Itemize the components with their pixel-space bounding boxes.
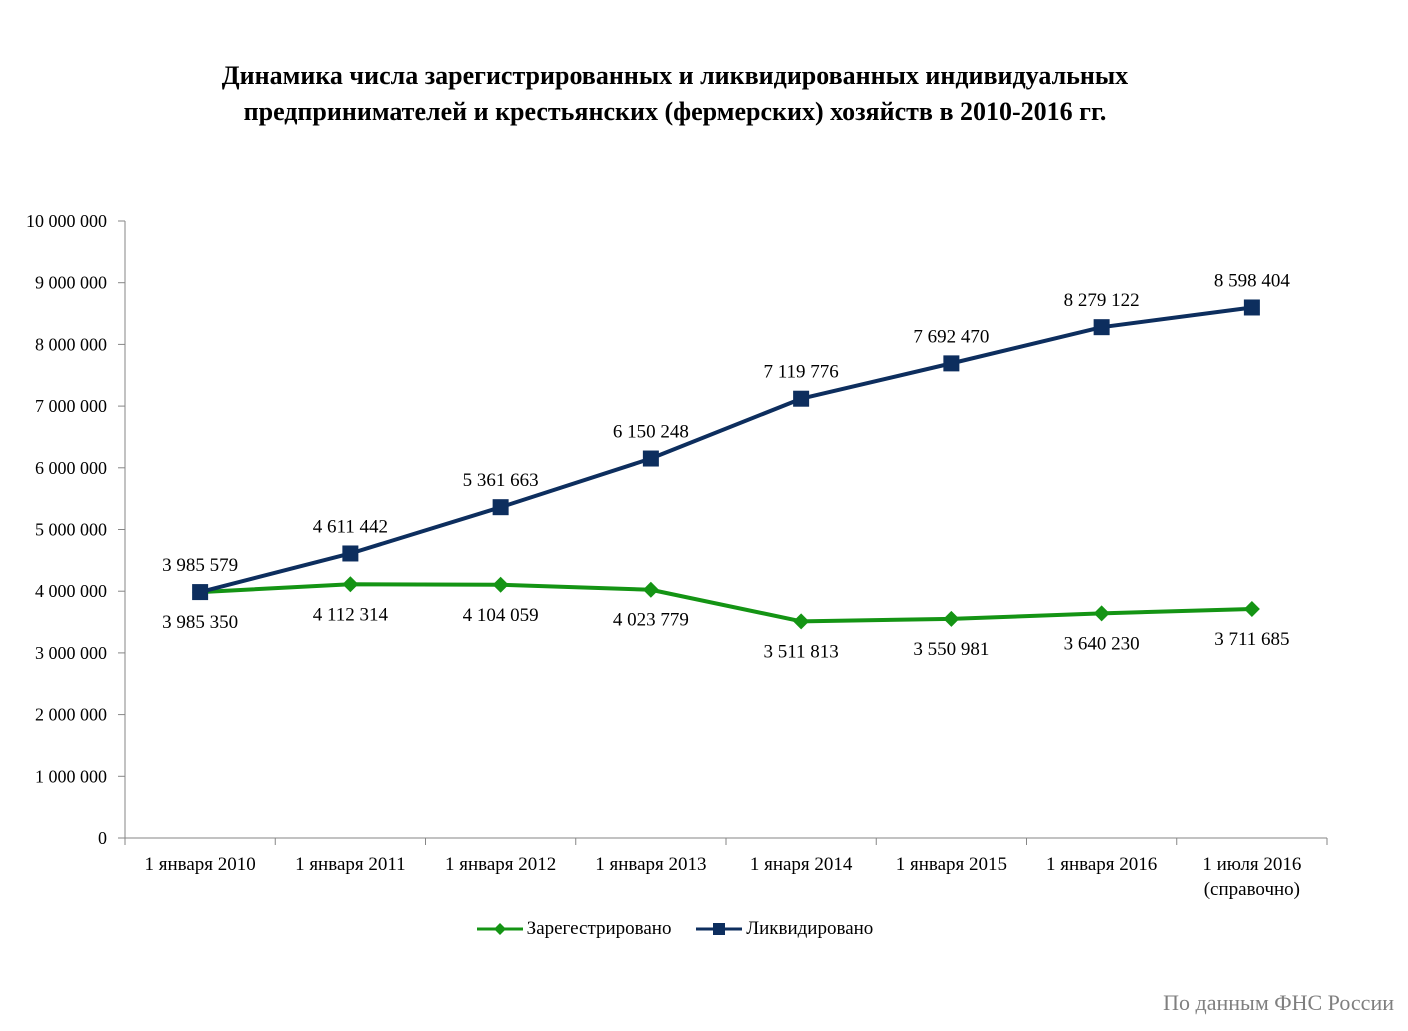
data-point-marker: [492, 499, 509, 516]
data-label: 4 104 059: [463, 605, 539, 626]
data-point-marker: [1093, 605, 1110, 622]
data-point-marker: [642, 581, 659, 598]
y-tick-label: 4 000 000: [35, 581, 107, 601]
data-label: 5 361 663: [463, 470, 539, 491]
x-tick-label: 1 января 2010: [144, 854, 255, 875]
chart-axes: 0 1 000 000 2 000 000 3 000 000 4 000 000 5 0…: [26, 211, 1328, 900]
data-point-marker: [342, 576, 359, 593]
x-tick-label: 1 июля 2016: [1202, 854, 1301, 875]
y-tick-label: 7 000 000: [35, 396, 107, 416]
data-label: 4 611 442: [313, 516, 388, 537]
data-label: 3 985 350: [162, 612, 238, 633]
y-tick-label: 2 000 000: [35, 705, 107, 725]
legend-item-liquidated: Ликвидировано: [696, 918, 873, 940]
x-tick-label: 1 января 2012: [445, 854, 556, 875]
data-point-marker: [793, 390, 810, 407]
legend-swatch-liquidated: [696, 923, 743, 935]
data-label: 3 550 981: [913, 639, 989, 660]
legend-swatch-registered: [476, 923, 523, 935]
data-label: 3 711 685: [1214, 629, 1289, 650]
data-label: 6 150 248: [613, 422, 689, 443]
data-point-marker: [1093, 319, 1110, 336]
y-tick-label: 1 000 000: [35, 766, 107, 786]
data-label: 8 598 404: [1214, 270, 1291, 291]
x-tick-label: 1 января 2016: [1046, 854, 1157, 875]
chart-data-labels: 3 985 350 4 112 314 4 104 059 4 023 779 3 51…: [162, 270, 1290, 662]
chart-series-markers: [192, 299, 1260, 630]
x-tick-label: (справочно): [1204, 879, 1300, 900]
data-label: 7 692 470: [913, 326, 989, 347]
y-tick-label: 10 000 000: [26, 211, 107, 231]
data-label: 3 511 813: [763, 641, 838, 662]
data-label: 4 023 779: [613, 610, 689, 631]
y-tick-label: 5 000 000: [35, 520, 107, 540]
series-line-0: [200, 582, 1252, 624]
chart-legend: Зарегестрировано Ликвидировано: [0, 918, 1350, 943]
data-point-marker: [943, 610, 960, 627]
data-point-marker: [943, 355, 960, 372]
data-point-marker: [1243, 299, 1260, 316]
y-tick-label: 6 000 000: [35, 458, 107, 478]
data-point-marker: [492, 576, 509, 593]
source-note: По данным ФНС России: [1163, 990, 1394, 1015]
data-label: 4 112 314: [313, 604, 389, 625]
data-label: 3 985 579: [162, 555, 238, 576]
data-point-marker: [1243, 600, 1260, 617]
chart-title-line-2: предпринимателей и крестьянских (фермерс…: [243, 97, 1107, 126]
series-line-1: [199, 305, 1253, 595]
data-point-marker: [793, 613, 810, 630]
chart-title: Динамика числа зарегистрированных и ликв…: [0, 58, 1350, 130]
x-tick-label: 1 января 2011: [295, 854, 406, 875]
x-tick-label: 1 янаря 2014: [750, 854, 853, 875]
data-label: 7 119 776: [763, 362, 838, 383]
y-tick-label: 9 000 000: [35, 273, 107, 293]
data-label: 3 640 230: [1064, 633, 1140, 654]
x-tick-label: 1 января 2013: [595, 854, 706, 875]
y-tick-label: 8 000 000: [35, 334, 107, 354]
y-tick-label: 0: [98, 828, 107, 848]
data-point-marker: [642, 450, 659, 467]
y-tick-label: 3 000 000: [35, 643, 107, 663]
x-tick-label: 1 января 2015: [896, 854, 1007, 875]
chart-title-line-1: Динамика числа зарегистрированных и ликв…: [221, 61, 1129, 90]
data-label: 8 279 122: [1064, 290, 1140, 311]
chart-series-lines: [199, 305, 1253, 624]
data-point-marker: [192, 584, 209, 601]
legend-label-liquidated: Ликвидировано: [746, 918, 874, 939]
data-point-marker: [342, 545, 359, 562]
legend-item-registered: Зарегестрировано: [476, 918, 672, 940]
legend-label-registered: Зарегестрировано: [526, 918, 672, 939]
